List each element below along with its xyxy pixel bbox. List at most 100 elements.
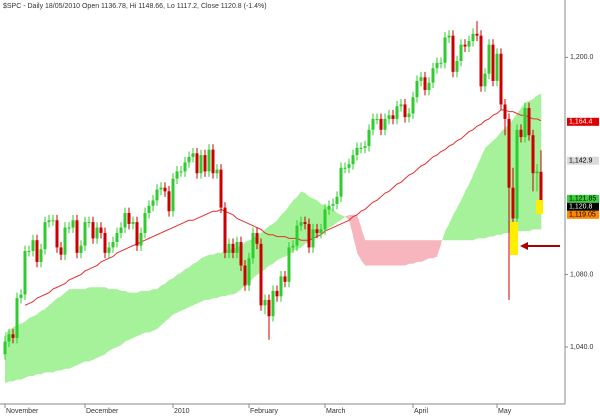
candle-body bbox=[351, 155, 355, 165]
cloud-segment bbox=[465, 184, 470, 241]
price-tag bbox=[567, 117, 599, 126]
candle-body bbox=[219, 169, 223, 208]
cloud-segment bbox=[149, 289, 154, 333]
candle-body bbox=[315, 229, 319, 233]
cloud-segment bbox=[485, 144, 490, 239]
candle-body bbox=[447, 35, 451, 38]
cloud-segment bbox=[489, 140, 494, 237]
cloud-segment bbox=[197, 258, 202, 304]
cloud-segment bbox=[141, 290, 146, 335]
candle-body bbox=[207, 149, 211, 172]
candle-body bbox=[475, 33, 479, 36]
cloud-segment bbox=[77, 289, 82, 366]
cloud-segment bbox=[117, 289, 122, 347]
cloud-segment bbox=[381, 240, 386, 266]
candle-body bbox=[387, 115, 391, 119]
cloud-segment bbox=[189, 263, 194, 308]
candle-body bbox=[7, 334, 11, 342]
cloud-segment bbox=[445, 223, 450, 241]
cloud-segment bbox=[45, 305, 50, 373]
candle-body bbox=[203, 155, 207, 172]
x-tick-label: February bbox=[250, 408, 279, 415]
cloud-segment bbox=[177, 272, 182, 313]
cloud-segment bbox=[349, 214, 354, 237]
cloud-segment bbox=[121, 290, 126, 346]
cloud bbox=[5, 93, 542, 384]
candle-body bbox=[431, 68, 435, 83]
candle-body bbox=[255, 232, 259, 244]
cloud-segment bbox=[273, 220, 278, 264]
candle-body bbox=[307, 223, 311, 248]
price-tag bbox=[567, 210, 599, 219]
candle-body bbox=[263, 299, 267, 306]
candle-body bbox=[123, 213, 127, 228]
cloud-segment bbox=[85, 287, 90, 362]
cloud-segment bbox=[229, 249, 234, 295]
cloud-segment bbox=[477, 156, 482, 239]
cloud-segment bbox=[13, 325, 18, 382]
candle-body bbox=[247, 258, 251, 286]
cloud-segment bbox=[497, 131, 502, 235]
cloud-segment bbox=[37, 310, 42, 375]
candle-body bbox=[187, 156, 191, 163]
cloud-segment bbox=[53, 298, 58, 373]
candle-body bbox=[127, 213, 131, 224]
lines bbox=[24, 109, 542, 306]
candle-body bbox=[163, 187, 167, 192]
candle-body bbox=[291, 245, 295, 248]
candle-body bbox=[171, 178, 175, 212]
cloud-segment bbox=[161, 283, 166, 326]
price-tag-label: 1,164.4 bbox=[569, 119, 592, 126]
candle-body bbox=[39, 249, 43, 262]
candle-body bbox=[151, 200, 155, 206]
cloud-segment bbox=[353, 214, 358, 253]
candle-body bbox=[359, 147, 363, 149]
candle-body bbox=[455, 60, 459, 72]
cloud-segment bbox=[409, 240, 414, 264]
candle-body bbox=[347, 164, 351, 168]
cloud-segment bbox=[461, 191, 466, 241]
candle-body bbox=[223, 207, 227, 253]
candle-body bbox=[287, 247, 291, 282]
candle-body bbox=[459, 44, 463, 61]
candle-body bbox=[239, 242, 243, 266]
cloud-segment bbox=[433, 240, 438, 259]
candle-body bbox=[411, 97, 415, 114]
cloud-segment bbox=[481, 147, 486, 239]
candle-body bbox=[515, 129, 519, 219]
candle-body bbox=[227, 243, 231, 253]
candle-body bbox=[215, 169, 219, 174]
cloud-segment bbox=[225, 249, 230, 297]
candle-body bbox=[363, 146, 367, 148]
cloud-segment bbox=[93, 287, 98, 360]
candle-body bbox=[259, 243, 263, 306]
candle-body bbox=[367, 129, 371, 147]
price-tag-label: 1,120.8 bbox=[569, 204, 592, 211]
cloud-segment bbox=[49, 301, 54, 373]
candle-body bbox=[535, 171, 539, 174]
price-tag bbox=[567, 156, 599, 165]
candle-body bbox=[95, 227, 99, 239]
x-tick-label: December bbox=[86, 408, 119, 415]
candle-body bbox=[231, 243, 235, 253]
cloud-segment bbox=[81, 289, 86, 364]
cloud-segment bbox=[169, 278, 174, 319]
cloud-segment bbox=[129, 292, 134, 340]
cloud-segment bbox=[193, 261, 198, 306]
price-tag bbox=[567, 194, 599, 203]
highlight bbox=[510, 222, 518, 255]
cloud-segment bbox=[125, 290, 130, 342]
cloud-segment bbox=[357, 214, 362, 261]
cloud-segment bbox=[109, 289, 114, 351]
candle-body bbox=[435, 62, 439, 69]
price-tags: 1,164.4 1,142.9 1,121.851,120.81,119.05 bbox=[567, 117, 599, 219]
candle-body bbox=[439, 62, 443, 64]
candle-body bbox=[415, 80, 419, 98]
candle-body bbox=[91, 222, 95, 239]
cloud-segment bbox=[201, 256, 206, 302]
candle-body bbox=[479, 35, 483, 87]
candle-body bbox=[319, 229, 323, 233]
price-tag bbox=[567, 202, 599, 211]
cloud-segment bbox=[457, 200, 462, 241]
candle-body bbox=[403, 104, 407, 118]
